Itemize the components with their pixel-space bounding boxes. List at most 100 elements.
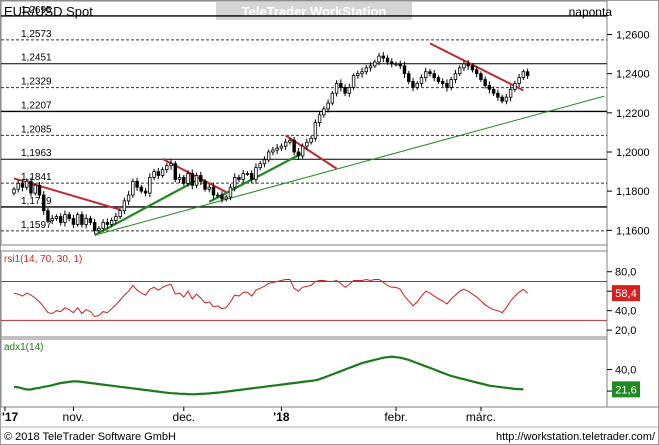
candle: [470, 63, 475, 73]
candle-body: [402, 65, 407, 75]
candle-body: [245, 173, 250, 175]
candle-body: [152, 171, 156, 178]
candle: [33, 182, 37, 196]
candle: [415, 81, 419, 90]
candlesticks: [12, 51, 530, 234]
candle-body: [58, 216, 63, 223]
adx-line: [13, 355, 524, 396]
candle-body: [33, 184, 37, 194]
candle: [513, 80, 517, 93]
candle: [309, 135, 313, 145]
fib-level-label: 1,1597: [21, 220, 52, 231]
candle: [37, 182, 42, 199]
candle: [351, 73, 356, 90]
candle-body: [228, 186, 233, 198]
candle: [496, 89, 500, 101]
candle: [453, 70, 458, 84]
rsi-panel[interactable]: [0, 250, 608, 338]
candle: [97, 225, 101, 233]
candle-body: [46, 210, 50, 221]
candle: [216, 192, 220, 198]
indicator-tick-label: 40,0: [615, 306, 636, 318]
candle-body: [266, 151, 271, 161]
candle-body: [330, 92, 335, 104]
rsi-title: rsi1(14, 70, 30, 1): [4, 254, 82, 265]
candle: [165, 162, 169, 173]
candle-body: [143, 190, 148, 194]
candle-body: [156, 171, 161, 176]
fib-level-label: 1,1719: [21, 196, 52, 207]
candle-body: [71, 218, 76, 225]
candle-body: [241, 173, 245, 180]
candle-body: [305, 141, 309, 147]
candle: [479, 71, 483, 82]
candle-body: [326, 102, 330, 110]
candle-body: [343, 86, 347, 94]
candle: [474, 66, 479, 78]
candle-body: [525, 71, 530, 77]
candle-body: [233, 177, 237, 188]
fib-level-label: 1,2451: [21, 53, 52, 64]
candle: [101, 219, 105, 232]
candle-body: [262, 159, 267, 165]
candle-body: [105, 222, 110, 225]
candle-body: [101, 222, 105, 229]
candle: [41, 190, 46, 215]
long-trend-line: [94, 95, 605, 236]
candle-body: [513, 83, 517, 90]
time-tick-label: '18: [273, 410, 290, 424]
candle-body: [428, 71, 432, 75]
candle-body: [360, 71, 364, 75]
candle-body: [131, 180, 135, 196]
time-tick-label: nov.: [63, 410, 85, 424]
candle: [313, 119, 318, 142]
source-url[interactable]: http://workstation.teletrader.com/: [496, 431, 656, 443]
candle: [80, 211, 84, 228]
candle-body: [67, 214, 71, 219]
candle-body: [29, 180, 33, 194]
candle-body: [122, 200, 127, 212]
candle-body: [466, 63, 470, 67]
candle: [148, 173, 152, 198]
candle-body: [381, 55, 385, 59]
candle-body: [182, 177, 186, 184]
candle-body: [500, 96, 504, 102]
candle-body: [207, 186, 211, 190]
candle: [12, 186, 16, 196]
candle: [360, 67, 364, 78]
candle: [262, 156, 267, 168]
candle: [377, 52, 381, 66]
candle: [385, 55, 390, 65]
candle: [190, 169, 194, 190]
candle-body: [254, 167, 258, 180]
adx-panel[interactable]: [0, 338, 608, 408]
candle-body: [148, 177, 152, 194]
candle-body: [199, 175, 203, 182]
candle-body: [109, 220, 114, 225]
candle-body: [368, 65, 373, 69]
candle: [296, 147, 301, 161]
candle: [233, 173, 237, 192]
candle: [504, 93, 509, 105]
candle: [109, 217, 114, 228]
fib-level-label: 1,1841: [21, 172, 52, 183]
candle-body: [92, 222, 97, 231]
candle-body: [339, 83, 343, 88]
time-tick-label: '17: [2, 410, 19, 424]
candle-body: [411, 81, 415, 88]
candle: [292, 137, 296, 156]
candle-body: [432, 73, 436, 79]
candle: [182, 175, 186, 186]
candle-body: [37, 184, 42, 196]
candle-body: [211, 186, 216, 196]
candle: [407, 70, 411, 85]
candle-body: [390, 61, 394, 65]
candle-body: [25, 180, 29, 188]
candle: [347, 83, 352, 97]
price-panel[interactable]: [0, 0, 608, 246]
candle: [126, 190, 131, 206]
candle-body: [347, 86, 352, 94]
fib-level-label: 1,1963: [21, 148, 52, 159]
candle-body: [487, 85, 492, 90]
candle-body: [84, 218, 88, 225]
